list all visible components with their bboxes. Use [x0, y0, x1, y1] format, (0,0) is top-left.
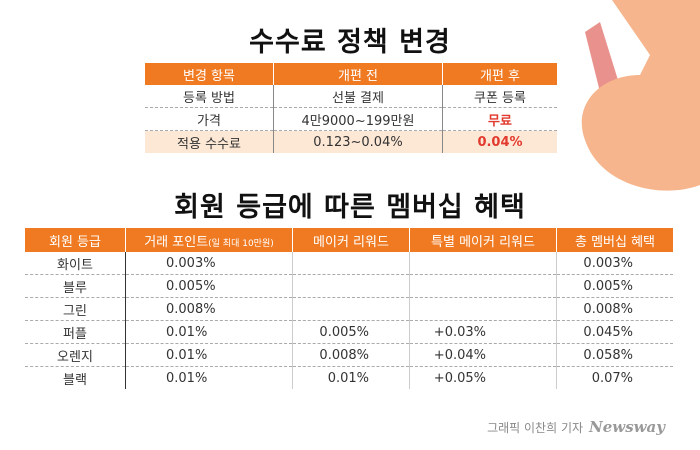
member-cell: 0.005%: [292, 320, 410, 344]
member-header-points-note: (일 최대 10만원): [208, 238, 274, 249]
fee-cell: 적용 수수료: [177, 136, 241, 152]
table-row: 블랙 0.01% 0.01% +0.05% 0.07%: [25, 366, 673, 389]
member-cell: 0.01%: [125, 366, 293, 389]
member-header-special: 특별 메이커 리워드: [409, 228, 557, 252]
member-header-row: 회원 등급 거래 포인트(일 최대 10만원) 메이커 리워드 특별 메이커 리…: [25, 228, 673, 252]
fee-cell: 가격: [145, 107, 274, 131]
member-cell: 0.008%: [292, 343, 410, 367]
member-cell: 0.058%: [556, 343, 673, 367]
member-cell: 화이트: [25, 252, 126, 275]
fee-cell: 0.123~0.04%: [273, 130, 443, 153]
member-cell: [292, 297, 410, 321]
member-cell: 0.005%: [556, 274, 673, 298]
fee-header-row: 변경 항목 개편 전 개편 후: [145, 63, 557, 85]
member-cell: 오렌지: [25, 343, 126, 367]
member-header-total: 총 멤버십 혜택: [556, 228, 673, 252]
member-cell: [409, 252, 557, 275]
table-row: 화이트 0.003% 0.003%: [25, 252, 673, 275]
table-row: 퍼플 0.01% 0.005% +0.03% 0.045%: [25, 320, 673, 344]
member-cell: 그린: [25, 297, 126, 321]
member-cell: 0.008%: [556, 297, 673, 321]
member-cell: 블루: [25, 274, 126, 298]
member-cell: 0.003%: [556, 252, 673, 275]
member-cell: 0.008%: [125, 297, 293, 321]
credit-text: 그래픽 이찬희 기자: [487, 421, 584, 435]
member-cell: 0.01%: [292, 366, 410, 389]
membership-table: 회원 등급 거래 포인트(일 최대 10만원) 메이커 리워드 특별 메이커 리…: [25, 228, 673, 389]
member-cell: +0.04%: [409, 343, 557, 367]
table-row: 가격 4만9000~199만원 무료: [145, 107, 557, 131]
member-cell: 0.01%: [125, 343, 293, 367]
fee-cell: 등록 방법: [145, 85, 274, 108]
fee-cell-highlight: 무료: [442, 107, 557, 131]
fee-cell-highlight: 0.04%: [442, 130, 557, 153]
fee-cell: 선불 결제: [273, 85, 443, 108]
member-cell: 0.045%: [556, 320, 673, 344]
credit: 그래픽 이찬희 기자 Newsway: [487, 418, 665, 436]
member-cell: [292, 274, 410, 298]
member-cell: [292, 252, 410, 275]
title-fee-policy: 수수료 정책 변경: [249, 27, 451, 58]
fee-cell: 쿠폰 등록: [442, 85, 557, 108]
pink-shape: [585, 22, 618, 92]
fee-cell: 4만9000~199만원: [273, 107, 443, 131]
member-header-points: 거래 포인트(일 최대 10만원): [125, 228, 293, 252]
member-cell: 블랙: [63, 372, 87, 388]
member-cell: 0.01%: [125, 320, 293, 344]
title-membership: 회원 등급에 따른 멤버십 혜택: [174, 192, 526, 223]
fee-header-after: 개편 후: [442, 63, 557, 85]
member-cell: [409, 274, 557, 298]
fee-header-item: 변경 항목: [145, 63, 274, 85]
table-row: 적용 수수료 0.123~0.04% 0.04%: [145, 130, 557, 153]
fee-policy-table: 변경 항목 개편 전 개편 후 등록 방법 선불 결제 쿠폰 등록 가격 4만9…: [145, 63, 557, 153]
member-cell: 0.005%: [125, 274, 293, 298]
fee-header-before: 개편 전: [273, 63, 443, 85]
membership-body: 화이트 0.003% 0.003% 블루 0.005% 0.005% 그린 0.008% 0.0…: [25, 252, 673, 389]
member-header-points-label: 거래 포인트: [144, 234, 209, 250]
member-cell: 0.07%: [556, 366, 673, 389]
member-cell: 0.003%: [125, 252, 293, 275]
table-row: 오렌지 0.01% 0.008% +0.04% 0.058%: [25, 343, 673, 367]
member-header-grade: 회원 등급: [25, 228, 126, 252]
member-cell: +0.05%: [409, 366, 557, 389]
member-header-maker: 메이커 리워드: [292, 228, 410, 252]
table-row: 그린 0.008% 0.008%: [25, 297, 673, 321]
peach-shape: [581, 0, 700, 191]
table-row: 등록 방법 선불 결제 쿠폰 등록: [145, 85, 557, 108]
brand-logo: Newsway: [589, 418, 665, 436]
member-cell: 퍼플: [25, 320, 126, 344]
member-cell: +0.03%: [409, 320, 557, 344]
table-row: 블루 0.005% 0.005%: [25, 274, 673, 298]
member-cell: [409, 297, 557, 321]
